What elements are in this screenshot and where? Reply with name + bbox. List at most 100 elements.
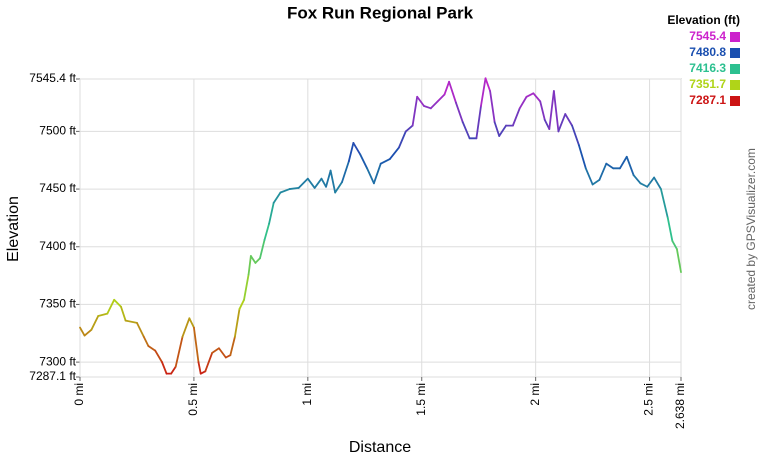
legend-title: Elevation (ft): [667, 13, 740, 27]
elevation-segment: [639, 182, 649, 188]
elevation-segment: [571, 124, 580, 147]
legend-value: 7416.3: [689, 61, 726, 75]
elevation-segment: [366, 167, 375, 185]
elevation-segment: [429, 100, 439, 110]
elevation-segment: [97, 312, 109, 317]
legend-swatch: [730, 32, 740, 42]
elevation-segment: [372, 162, 382, 185]
elevation-segment: [279, 188, 291, 194]
elevation-segment: [259, 238, 266, 260]
elevation-segment: [154, 349, 163, 364]
y-tick-label: 7287.1 ft: [29, 369, 76, 383]
elevation-segment: [297, 177, 309, 189]
elevation-segment: [288, 187, 300, 190]
elevation-segment: [398, 130, 407, 149]
x-tick-label: 1.5 mi: [414, 383, 428, 416]
elevation-segment: [539, 100, 546, 121]
elevation-segment: [106, 298, 116, 315]
y-tick-label: 7500 ft: [39, 124, 76, 138]
elevation-segment: [498, 124, 507, 137]
elevation-segment: [584, 167, 594, 186]
elevation-segment: [325, 169, 332, 188]
elevation-segment: [557, 113, 567, 133]
elevation-segment: [263, 222, 270, 241]
elevation-segment: [671, 240, 678, 250]
elevation-segment: [660, 188, 669, 219]
elevation-segment: [436, 93, 446, 103]
elevation-segment: [578, 144, 587, 170]
elevation-segment: [170, 365, 177, 375]
elevation-segment: [416, 95, 425, 107]
elevation-segment: [518, 95, 528, 110]
elevation-segment: [666, 217, 674, 242]
elevation-segment: [404, 124, 414, 133]
elevation-segment: [268, 202, 275, 225]
x-tick-label: 0.5 mi: [186, 383, 200, 416]
elevation-segment: [341, 160, 350, 184]
legend-swatch: [730, 96, 740, 106]
elevation-segment: [619, 155, 628, 170]
chart-title: Fox Run Regional Park: [287, 3, 474, 22]
elevation-segment: [247, 255, 252, 276]
y-tick-label: 7545.4 ft: [29, 71, 76, 85]
elevation-segment: [238, 298, 245, 310]
elevation-segment: [243, 273, 250, 301]
plot-area: [79, 78, 682, 378]
elevation-segment: [136, 321, 145, 338]
elevation-segment: [174, 335, 184, 368]
elevation-segment: [605, 162, 615, 170]
elevation-segment: [249, 255, 257, 264]
elevation-segment: [552, 90, 560, 133]
x-tick-label: 2.638 mi: [673, 383, 687, 429]
elevation-segment: [120, 305, 127, 322]
elevation-segment: [347, 142, 355, 163]
elevation-segment: [254, 257, 261, 264]
y-axis-title: Elevation: [5, 196, 22, 262]
legend-value: 7351.7: [689, 77, 726, 91]
x-tick-label: 2 mi: [528, 383, 542, 406]
legend-swatch: [730, 64, 740, 74]
elevation-segment: [675, 248, 682, 274]
elevation-segment: [543, 118, 551, 130]
y-tick-label: 7300 ft: [39, 354, 76, 368]
elevation-segment: [113, 298, 122, 308]
elevation-segment: [83, 328, 93, 337]
elevation-segment: [204, 351, 214, 373]
legend-value: 7480.8: [689, 45, 726, 59]
elevation-segment: [124, 319, 138, 324]
elevation-segment: [511, 107, 521, 127]
elevation-segment: [484, 77, 491, 92]
elevation-segment: [625, 155, 635, 177]
y-tick-label: 7350 ft: [39, 297, 76, 311]
elevation-segment: [388, 146, 400, 160]
elevation-segment: [161, 361, 168, 375]
legend-swatch: [730, 48, 740, 58]
x-tick-label: 0 mi: [72, 383, 86, 406]
elevation-segment: [197, 361, 202, 375]
elevation-segment: [548, 90, 555, 130]
elevation-segment: [591, 178, 601, 186]
credit: created by GPSVisualizer.com: [744, 148, 758, 310]
elevation-segment: [461, 121, 471, 140]
elevation-segment: [272, 191, 282, 204]
y-tick-label: 7450 ft: [39, 181, 76, 195]
elevation-segment: [443, 80, 450, 96]
x-tick-label: 1 mi: [300, 383, 314, 406]
elevation-segment: [306, 177, 316, 189]
elevation-segment: [646, 176, 656, 188]
elevation-segment: [218, 347, 227, 359]
elevation-segment: [234, 308, 241, 338]
elevation-segment: [598, 162, 608, 181]
elevation-segment: [79, 326, 86, 337]
elevation-segment: [455, 101, 464, 124]
elevation-segment: [211, 347, 220, 354]
elevation-segment: [329, 169, 337, 194]
elevation-segment: [632, 174, 642, 185]
elevation-segment: [480, 77, 487, 107]
elevation-segment: [489, 90, 496, 124]
elevation-segment: [142, 335, 150, 347]
elevation-segment: [525, 92, 535, 98]
elevation-segment: [379, 158, 391, 165]
y-tick-label: 7400 ft: [39, 239, 76, 253]
